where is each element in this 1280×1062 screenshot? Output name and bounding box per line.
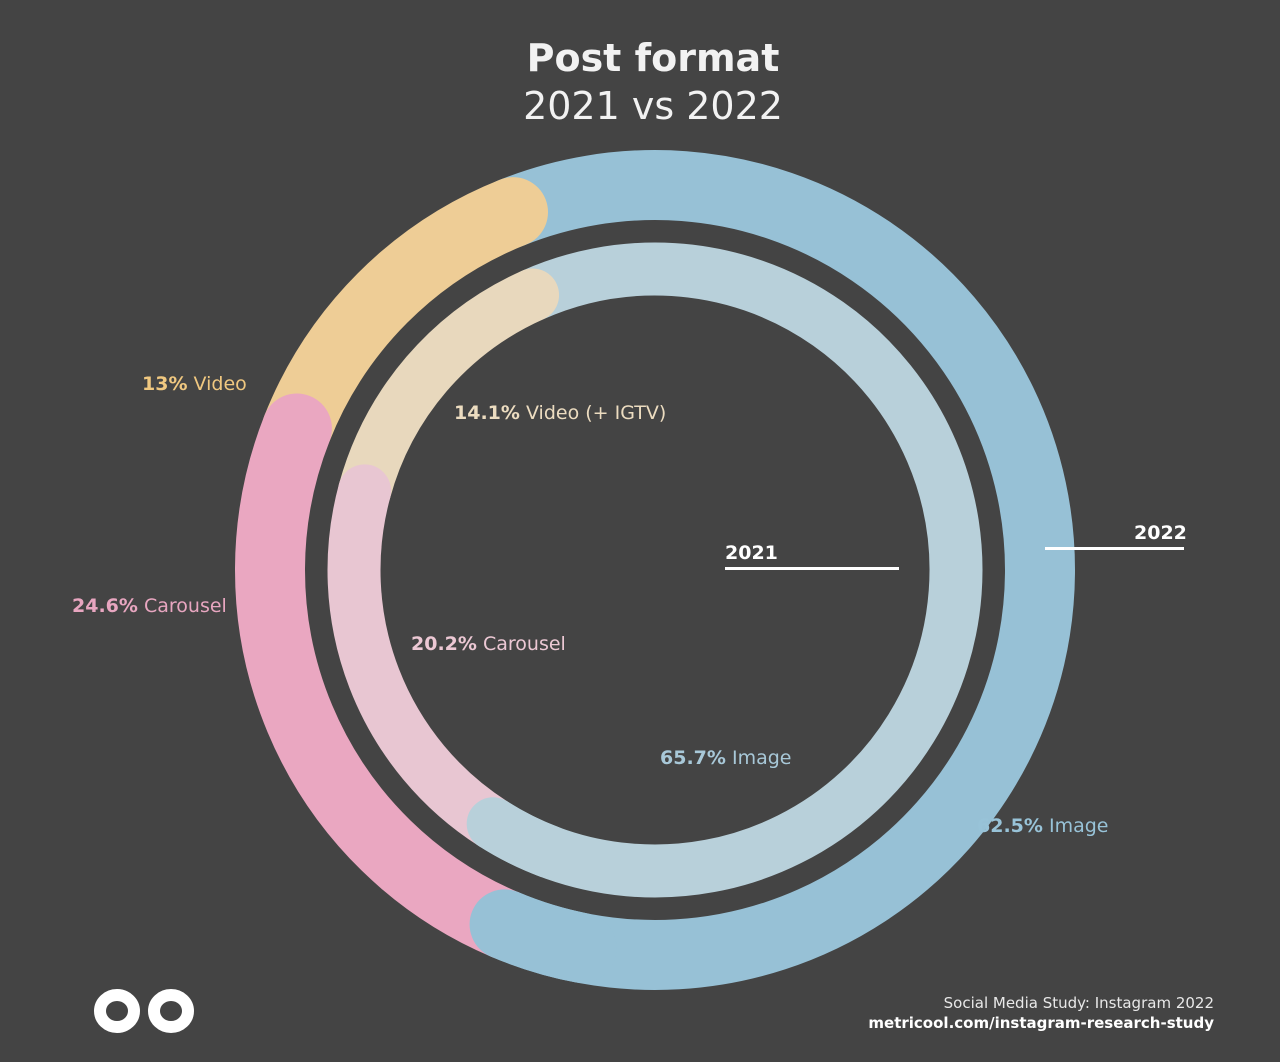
slice-2021-carousel	[327, 464, 520, 851]
slice-2022-carousel	[235, 393, 540, 960]
slice-2022-video	[261, 177, 549, 464]
chart-subtitle: 2021 vs 2022	[523, 84, 783, 128]
year-label-2022: 2022	[1134, 522, 1187, 544]
slice-2021-video	[338, 268, 560, 518]
label-2021-video: 14.1% Video (+ IGTV)	[454, 402, 667, 424]
slice-2022-image-end	[469, 889, 617, 983]
slice-2021-image	[466, 242, 983, 898]
metricool-logo-icon	[94, 989, 194, 1033]
footer-url[interactable]: metricool.com/instagram-research-study	[868, 1014, 1214, 1032]
label-2022-image: 62.5% Image	[977, 815, 1109, 837]
year-label-2021: 2021	[725, 542, 778, 564]
slice-2022-image	[469, 150, 1075, 990]
chart-title: Post format	[526, 36, 780, 80]
slice-2021-image-end	[466, 797, 576, 879]
footer-study: Social Media Study: Instagram 2022	[943, 994, 1214, 1012]
label-2022-carousel: 24.6% Carousel	[72, 595, 227, 617]
year-line-2022	[1045, 547, 1184, 550]
label-2022-video: 13% Video	[142, 373, 247, 395]
label-2021-carousel: 20.2% Carousel	[411, 633, 566, 655]
year-line-2021	[725, 567, 899, 570]
label-2021-image: 65.7% Image	[660, 747, 792, 769]
